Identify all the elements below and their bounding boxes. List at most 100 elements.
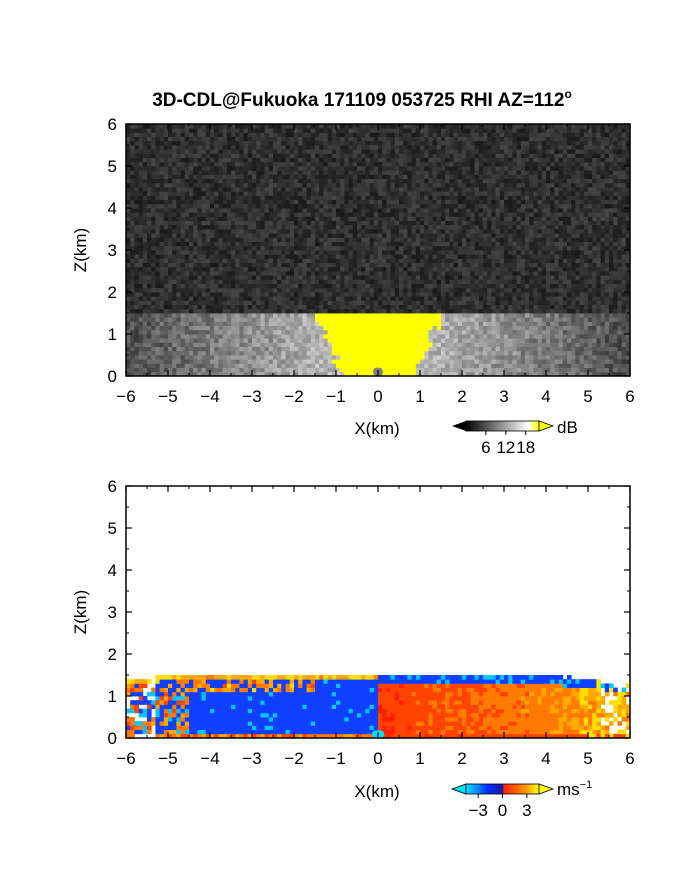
heatmap-cell — [424, 203, 429, 209]
heatmap-cell — [268, 304, 274, 310]
heatmap-cell — [151, 317, 156, 322]
heatmap-cell — [365, 208, 370, 213]
heatmap-cell — [319, 237, 324, 242]
heatmap-cell — [613, 300, 618, 305]
heatmap-cell — [390, 292, 396, 297]
heatmap-cell — [562, 275, 568, 280]
heatmap-cell — [176, 229, 181, 234]
heatmap-cell — [390, 308, 396, 314]
heatmap-cell — [289, 371, 295, 377]
heatmap-cell — [609, 313, 614, 318]
heatmap-cell — [441, 203, 446, 209]
heatmap-cell — [390, 208, 396, 213]
heatmap-cell — [453, 258, 459, 263]
heatmap-cell — [361, 212, 366, 217]
heatmap-cell — [529, 220, 534, 226]
heatmap-cell — [508, 250, 513, 255]
heatmap-cell — [289, 220, 295, 226]
heatmap-cell — [382, 350, 387, 356]
heatmap-cell — [537, 250, 543, 255]
heatmap-cell — [348, 266, 354, 272]
heatmap-cell — [134, 271, 139, 276]
heatmap-cell — [546, 325, 551, 331]
heatmap-cell — [210, 325, 215, 331]
heatmap-cell — [239, 367, 244, 373]
heatmap-cell — [239, 346, 244, 352]
heatmap-cell — [428, 346, 433, 352]
heatmap-cell — [210, 334, 215, 339]
heatmap-cell — [298, 199, 303, 205]
heatmap-cell — [193, 308, 198, 314]
heatmap-cell — [508, 296, 513, 301]
heatmap-cell — [268, 203, 274, 209]
heatmap-cell — [411, 220, 417, 226]
heatmap-cell — [130, 363, 135, 368]
heatmap-cell — [567, 220, 572, 226]
heatmap-cell — [533, 342, 538, 347]
heatmap-cell — [533, 271, 538, 276]
heatmap-cell — [352, 300, 358, 305]
heatmap-cell — [567, 359, 572, 364]
heatmap-cell — [126, 363, 131, 368]
heatmap-cell — [155, 321, 160, 326]
heatmap-cell — [369, 363, 375, 368]
heatmap-cell — [235, 199, 240, 205]
heatmap-cell — [604, 266, 610, 272]
heatmap-cell — [571, 279, 576, 284]
heatmap-cell — [264, 254, 270, 259]
heatmap-cell — [252, 262, 257, 268]
heatmap-cell — [315, 350, 320, 356]
heatmap-cell — [525, 287, 530, 293]
heatmap-cell — [180, 254, 186, 259]
heatmap-cell — [357, 300, 362, 305]
heatmap-cell — [172, 229, 177, 234]
heatmap-cell — [180, 241, 186, 247]
heatmap-cell — [205, 313, 211, 318]
heatmap-cell — [541, 313, 547, 318]
heatmap-cell — [613, 334, 618, 339]
heatmap-cell — [289, 262, 295, 268]
heatmap-cell — [369, 224, 375, 230]
heatmap-cell — [474, 359, 480, 364]
heatmap-cell — [319, 220, 324, 226]
heatmap-cell — [617, 275, 622, 280]
heatmap-cell — [197, 287, 202, 293]
heatmap-cell — [348, 308, 354, 314]
heatmap-cell — [567, 292, 572, 297]
heatmap-cell — [365, 363, 370, 368]
heatmap-cell — [529, 350, 534, 356]
heatmap-cell — [134, 334, 139, 339]
heatmap-cell — [453, 342, 459, 347]
heatmap-cell — [499, 334, 505, 339]
heatmap-cell — [294, 334, 299, 339]
heatmap-cell — [193, 224, 198, 230]
heatmap-cell — [541, 203, 547, 209]
heatmap-cell — [466, 224, 471, 230]
heatmap-cell — [562, 338, 568, 343]
heatmap-cell — [474, 279, 480, 284]
heatmap-cell — [445, 342, 450, 347]
heatmap-cell — [483, 308, 488, 314]
heatmap-cell — [155, 229, 160, 234]
heatmap-cell — [214, 367, 219, 373]
heatmap-cell — [231, 308, 236, 314]
heatmap-cell — [193, 233, 198, 238]
heatmap-cell — [168, 271, 173, 276]
heatmap-cell — [424, 279, 429, 284]
heatmap-cell — [424, 224, 429, 230]
heatmap-cell — [365, 233, 370, 238]
heatmap-cell — [273, 371, 278, 377]
heatmap-cell — [562, 300, 568, 305]
heatmap-cell — [126, 254, 131, 259]
heatmap-cell — [562, 233, 568, 238]
heatmap-cell — [546, 292, 551, 297]
heatmap-cell — [319, 199, 324, 205]
heatmap-cell — [126, 199, 131, 205]
heatmap-cell — [487, 287, 492, 293]
heatmap-cell — [609, 208, 614, 213]
heatmap-cell — [483, 254, 488, 259]
heatmap-cell — [302, 262, 307, 268]
heatmap-cell — [256, 342, 261, 347]
heatmap-cell — [210, 317, 215, 322]
heatmap-cell — [600, 300, 606, 305]
